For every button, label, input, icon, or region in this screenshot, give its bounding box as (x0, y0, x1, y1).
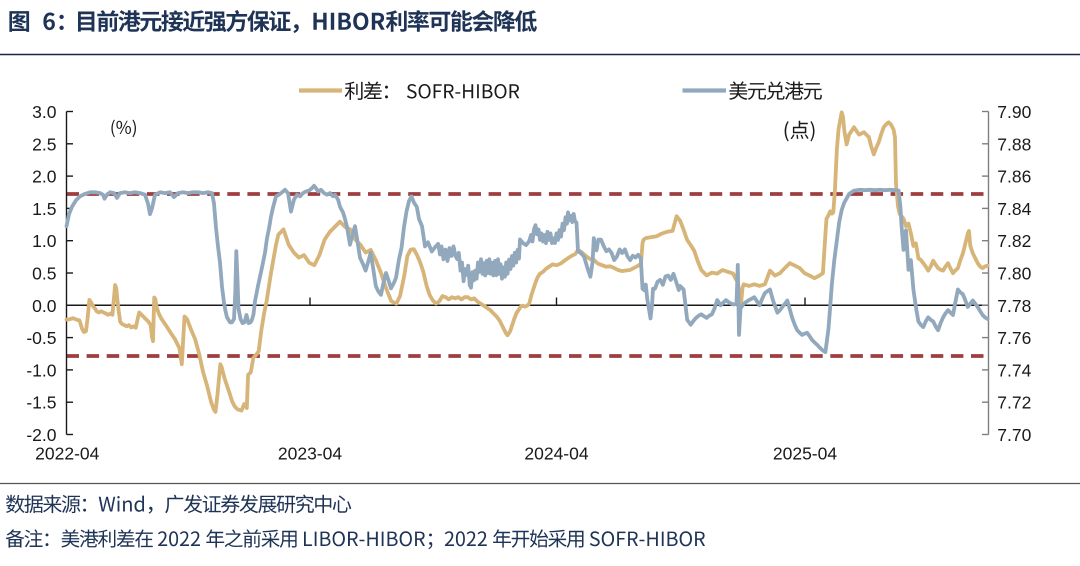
svg-text:7.74: 7.74 (997, 360, 1031, 380)
svg-text:2023-04: 2023-04 (278, 444, 342, 464)
svg-text:2025-04: 2025-04 (773, 444, 837, 464)
svg-text:-1.0: -1.0 (26, 360, 56, 380)
svg-text:0.5: 0.5 (32, 264, 56, 284)
svg-text:7.70: 7.70 (997, 425, 1031, 445)
svg-text:0.0: 0.0 (32, 296, 57, 316)
svg-text:3.0: 3.0 (32, 102, 57, 122)
svg-text:-1.5: -1.5 (26, 393, 56, 413)
svg-text:2.0: 2.0 (32, 167, 57, 187)
svg-text:7.80: 7.80 (997, 264, 1031, 284)
svg-text:1.0: 1.0 (32, 231, 57, 251)
svg-text:2024-04: 2024-04 (524, 444, 588, 464)
svg-text:7.82: 7.82 (997, 231, 1031, 251)
svg-text:7.88: 7.88 (997, 134, 1031, 154)
svg-text:1.5: 1.5 (32, 199, 56, 219)
svg-text:7.78: 7.78 (997, 296, 1031, 316)
svg-text:2022-04: 2022-04 (35, 444, 99, 464)
svg-text:7.84: 7.84 (997, 199, 1031, 219)
svg-text:-2.0: -2.0 (26, 425, 56, 445)
svg-text:7.86: 7.86 (997, 167, 1031, 187)
svg-text:7.90: 7.90 (997, 102, 1031, 122)
svg-text:7.72: 7.72 (997, 393, 1031, 413)
svg-text:2.5: 2.5 (32, 134, 56, 154)
svg-text:7.76: 7.76 (997, 328, 1031, 348)
svg-text:-0.5: -0.5 (26, 328, 56, 348)
